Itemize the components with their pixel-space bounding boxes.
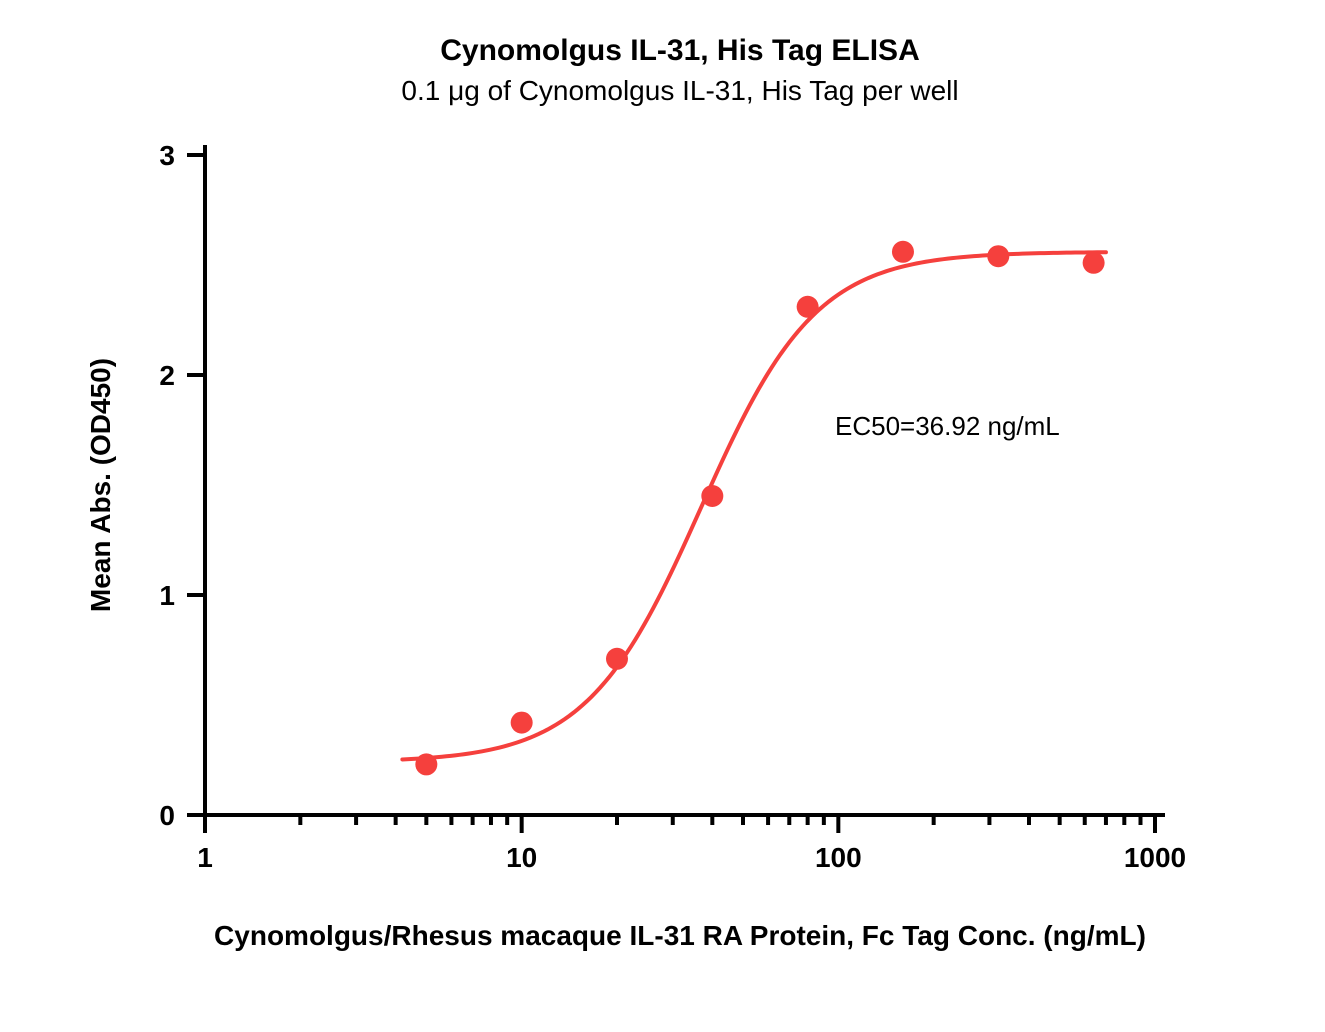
elisa-chart: Cynomolgus IL-31, His Tag ELISA 0.1 μg of… <box>0 0 1325 1032</box>
y-tick-label: 0 <box>159 800 175 831</box>
data-point <box>415 753 437 775</box>
data-point <box>511 712 533 734</box>
y-axis-label: Mean Abs. (OD450) <box>85 358 116 612</box>
fit-curve <box>402 252 1106 759</box>
data-point <box>892 241 914 263</box>
chart-title: Cynomolgus IL-31, His Tag ELISA <box>440 34 920 67</box>
chart-subtitle: 0.1 μg of Cynomolgus IL-31, His Tag per … <box>401 75 958 106</box>
x-tick-label: 1 <box>197 842 213 873</box>
y-tick-label: 1 <box>159 580 175 611</box>
chart-svg: Cynomolgus IL-31, His Tag ELISA 0.1 μg of… <box>0 0 1325 1032</box>
x-axis-label: Cynomolgus/Rhesus macaque IL-31 RA Prote… <box>214 920 1146 951</box>
data-point <box>701 485 723 507</box>
x-tick-label: 1000 <box>1124 842 1186 873</box>
y-tick-label: 3 <box>159 140 175 171</box>
data-point <box>606 648 628 670</box>
data-point <box>797 296 819 318</box>
y-tick-label: 2 <box>159 360 175 391</box>
data-point <box>987 245 1009 267</box>
data-point <box>1083 252 1105 274</box>
x-tick-label: 10 <box>506 842 537 873</box>
x-tick-label: 100 <box>815 842 862 873</box>
ec50-annotation: EC50=36.92 ng/mL <box>835 411 1060 441</box>
